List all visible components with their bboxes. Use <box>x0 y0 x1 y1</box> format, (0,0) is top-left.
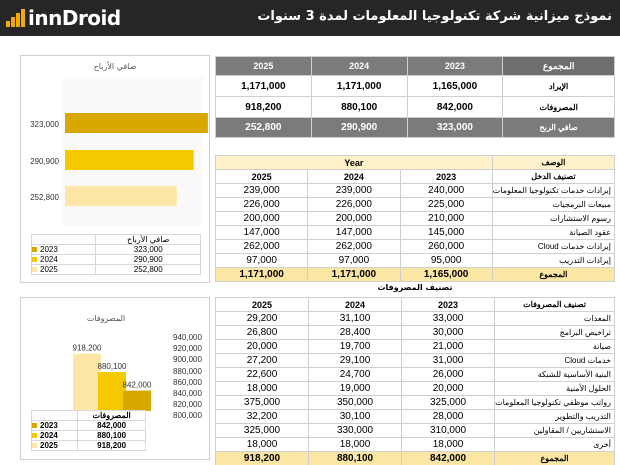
expenses-chart: المصروفات 918,200 880,100 842,000 المصروفا… <box>20 297 210 460</box>
logo-text-droid: Droid <box>61 6 121 30</box>
income-year-2024: 2024 <box>307 169 401 184</box>
expenses-plot: 918,200 880,100 842,000 <box>73 344 152 411</box>
expenses-y-tick: 840,000 <box>173 389 202 398</box>
expenses-table-row: 20,000 19,700 21,000 صيانة <box>214 339 615 354</box>
logo-bars-icon <box>6 9 26 27</box>
expenses-table-row: 18,000 18,000 18,000 أخرى <box>214 437 615 452</box>
logo-text-inn: inn <box>28 6 62 30</box>
expenses-bar-2023 <box>123 390 151 411</box>
income-total-row: 1,171,000 1,171,000 1,165,000 المجموع <box>214 267 616 282</box>
legend-row: 2024 290,900 <box>30 254 201 265</box>
net-profit-data-label: 290,900 <box>30 157 59 166</box>
legend-row: 2024 880,100 <box>30 430 146 441</box>
income-table: Year الوصف 2025 2024 2023 تصنيف الدخل 23… <box>214 155 616 282</box>
expenses-year-2025: 2025 <box>214 297 310 312</box>
expenses-table-row: 18,000 19,000 20,000 الحلول الأمنية <box>214 381 615 396</box>
expenses-y-tick: 900,000 <box>173 355 202 365</box>
summary-header-2025: 2025 <box>215 56 312 76</box>
summary-row-expenses: 918,200 880,100 842,000 المصروفات <box>215 96 615 118</box>
net-profit-data-label: 323,000 <box>30 120 59 129</box>
legend-row: 2023 842,000 <box>30 420 146 431</box>
net-profit-plot: 323,000 290,900 252,800 <box>30 76 208 226</box>
income-table-row: 200,000 200,000 210,000 رسوم الاستشارات <box>214 211 616 226</box>
summary-row-net-profit: 252,800 290,900 323,000 صافي الربح <box>215 117 615 138</box>
expenses-legend: المصروفات 2023 842,000 2024 880,100 2025… <box>30 410 146 451</box>
expenses-bar-2024 <box>98 372 126 411</box>
expenses-y-tick: 860,000 <box>173 377 202 387</box>
income-section-label: تصنيف الدخل <box>491 169 616 184</box>
summary-header-total: المجموع <box>502 56 615 76</box>
income-year-2023: 2023 <box>399 169 493 184</box>
expenses-table-row: 22,600 24,700 26,000 البنية الأساسية للشبكة <box>214 367 615 382</box>
expenses-table-row: 32,200 30,100 28,000 التدريب والتطوير <box>214 409 615 424</box>
net-profit-chart-title: صافي الأرباح <box>93 62 137 71</box>
income-table-row: 97,000 97,000 95,000 إيرادات التدريب <box>214 253 616 268</box>
description-header: الوصف <box>491 155 616 170</box>
header-bar: innDroid نموذج ميزانية شركة تكنولوجيا ال… <box>0 0 620 36</box>
expenses-table-row: 26,800 28,400 30,000 تراخيص البرامج <box>214 325 615 340</box>
summary-row-revenue: 1,171,000 1,171,000 1,165,000 الإيراد <box>215 75 615 97</box>
expenses-data-label: 918,200 <box>73 344 102 353</box>
page-title: نموذج ميزانية شركة تكنولوجيا المعلومات ل… <box>257 9 612 24</box>
expenses-section-label: تصنيف المصروفات <box>494 297 615 312</box>
income-table-row: 226,000 226,000 225,000 مبيعات البرمجيات <box>214 197 616 212</box>
expenses-bar-2025 <box>73 353 101 411</box>
expenses-y-tick: 800,000 <box>173 411 202 421</box>
expenses-table-row: 325,000 330,000 310,000 الاستشاريين / المقا… <box>214 423 615 438</box>
expenses-table-row: 375,000 350,000 325,000 رواتب موظفي تكنولوج… <box>214 395 615 410</box>
income-table-row: 147,000 147,000 145,000 عقود الصيانة <box>214 225 616 240</box>
legend-header: صافي الأرباح <box>95 234 201 245</box>
net-profit-bar-2025 <box>65 186 177 206</box>
legend-row: 2025 918,200 <box>30 440 146 451</box>
expenses-y-tick: 940,000 <box>173 333 202 342</box>
summary-header-2023: 2023 <box>406 56 504 76</box>
expenses-year-2024: 2024 <box>308 297 403 312</box>
summary-header-2024: 2024 <box>310 56 408 76</box>
year-header: Year <box>215 155 493 170</box>
expenses-table-row: 27,200 29,100 31,000 خدمات Cloud <box>214 353 615 368</box>
expenses-section-title: تصنيف المصروفات <box>377 283 453 292</box>
net-profit-bar-2023 <box>65 113 208 133</box>
legend-header: المصروفات <box>77 410 146 421</box>
net-profit-bar-2024 <box>65 150 194 170</box>
expenses-chart-title: المصروفات <box>86 314 126 323</box>
income-table-row: 262,000 262,000 260,000 إيرادات خدمات Cloud <box>214 239 616 254</box>
income-year-2025: 2025 <box>214 169 309 184</box>
legend-row: 2025 252,800 <box>30 264 201 275</box>
expenses-year-2023: 2023 <box>401 297 496 312</box>
expenses-data-label: 842,000 <box>123 381 152 390</box>
expenses-y-tick: 880,000 <box>173 366 202 376</box>
expenses-y-tick: 920,000 <box>173 344 202 354</box>
legend-row: 2023 323,000 <box>30 244 201 255</box>
net-profit-chart: صافي الأرباح 323,000 290,900 252,800 صافي … <box>20 55 210 283</box>
inndroid-logo: innDroid <box>6 6 121 30</box>
net-profit-legend: صافي الأرباح 2023 323,000 2024 290,900 2… <box>30 234 201 275</box>
summary-table: 2025 2024 2023 المجموع 1,171,000 1,171,0… <box>215 56 615 138</box>
expenses-table-row: 29,200 31,100 33,000 المعدات <box>214 311 615 326</box>
expenses-data-label: 880,100 <box>98 362 127 371</box>
income-table-row: 239,000 239,000 240,000 إيرادات خدمات تكنول… <box>214 183 616 198</box>
expenses-table: 2025 2024 2023 تصنيف المصروفات 29,200 31,… <box>214 297 615 465</box>
expenses-y-tick: 820,000 <box>173 400 202 410</box>
expenses-total-row: 918,200 880,100 842,000 المجموع <box>214 451 615 465</box>
net-profit-data-label: 252,800 <box>30 193 59 202</box>
